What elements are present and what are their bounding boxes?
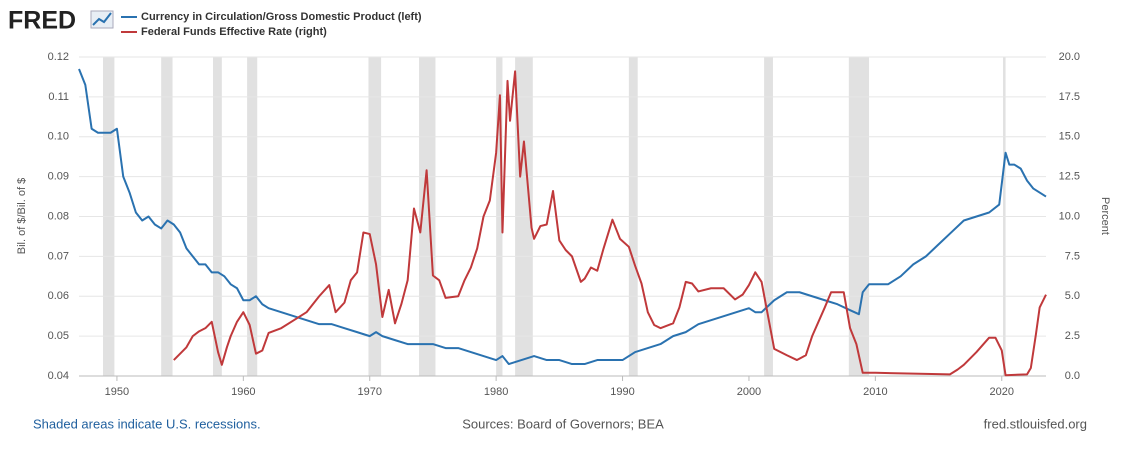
y-axis-title: Bil. of $/Bil. of $ [16,178,28,254]
x-tick-label: 1960 [231,386,255,398]
y2-tick-label: 17.5 [1059,91,1080,103]
y-tick-label: 0.06 [48,290,69,302]
y2-tick-label: 5.0 [1065,290,1080,302]
x-tick-label: 2010 [863,386,887,398]
y2-tick-label: 2.5 [1065,330,1080,342]
x-tick-label: 2020 [990,386,1014,398]
legend-label: Federal Funds Effective Rate (right) [141,26,327,38]
y2-tick-label: 15.0 [1059,131,1080,143]
x-tick-label: 2000 [737,386,761,398]
sources: Sources: Board of Governors; BEA [462,416,664,431]
data-line [78,68,1047,366]
y-tick-label: 0.07 [48,250,69,262]
y2-axis-title: Percent [1099,197,1111,235]
y2-tick-label: 0.0 [1065,370,1080,382]
y-tick-label: 0.08 [48,210,69,222]
recession-note[interactable]: Shaded areas indicate U.S. recessions. [33,416,261,431]
y2-tick-label: 10.0 [1059,210,1080,222]
site-link[interactable]: fred.stlouisfed.org [984,416,1087,431]
y-tick-label: 0.10 [48,131,69,143]
y2-tick-label: 7.5 [1065,250,1080,262]
x-tick-label: 1950 [105,386,129,398]
x-tick-label: 1980 [484,386,508,398]
logo-icon [90,10,114,29]
y2-tick-label: 20.0 [1059,51,1080,63]
y-tick-label: 0.11 [48,91,69,103]
y-tick-label: 0.09 [48,171,69,183]
legend-label: Currency in Circulation/Gross Domestic P… [141,11,422,23]
data-line [173,70,1047,377]
x-tick-label: 1970 [357,386,381,398]
y-tick-label: 0.12 [48,51,69,63]
logo: FRED [8,7,76,35]
y-tick-label: 0.05 [48,330,69,342]
y-tick-label: 0.04 [48,370,69,382]
y2-tick-label: 12.5 [1059,171,1080,183]
x-tick-label: 1990 [610,386,634,398]
